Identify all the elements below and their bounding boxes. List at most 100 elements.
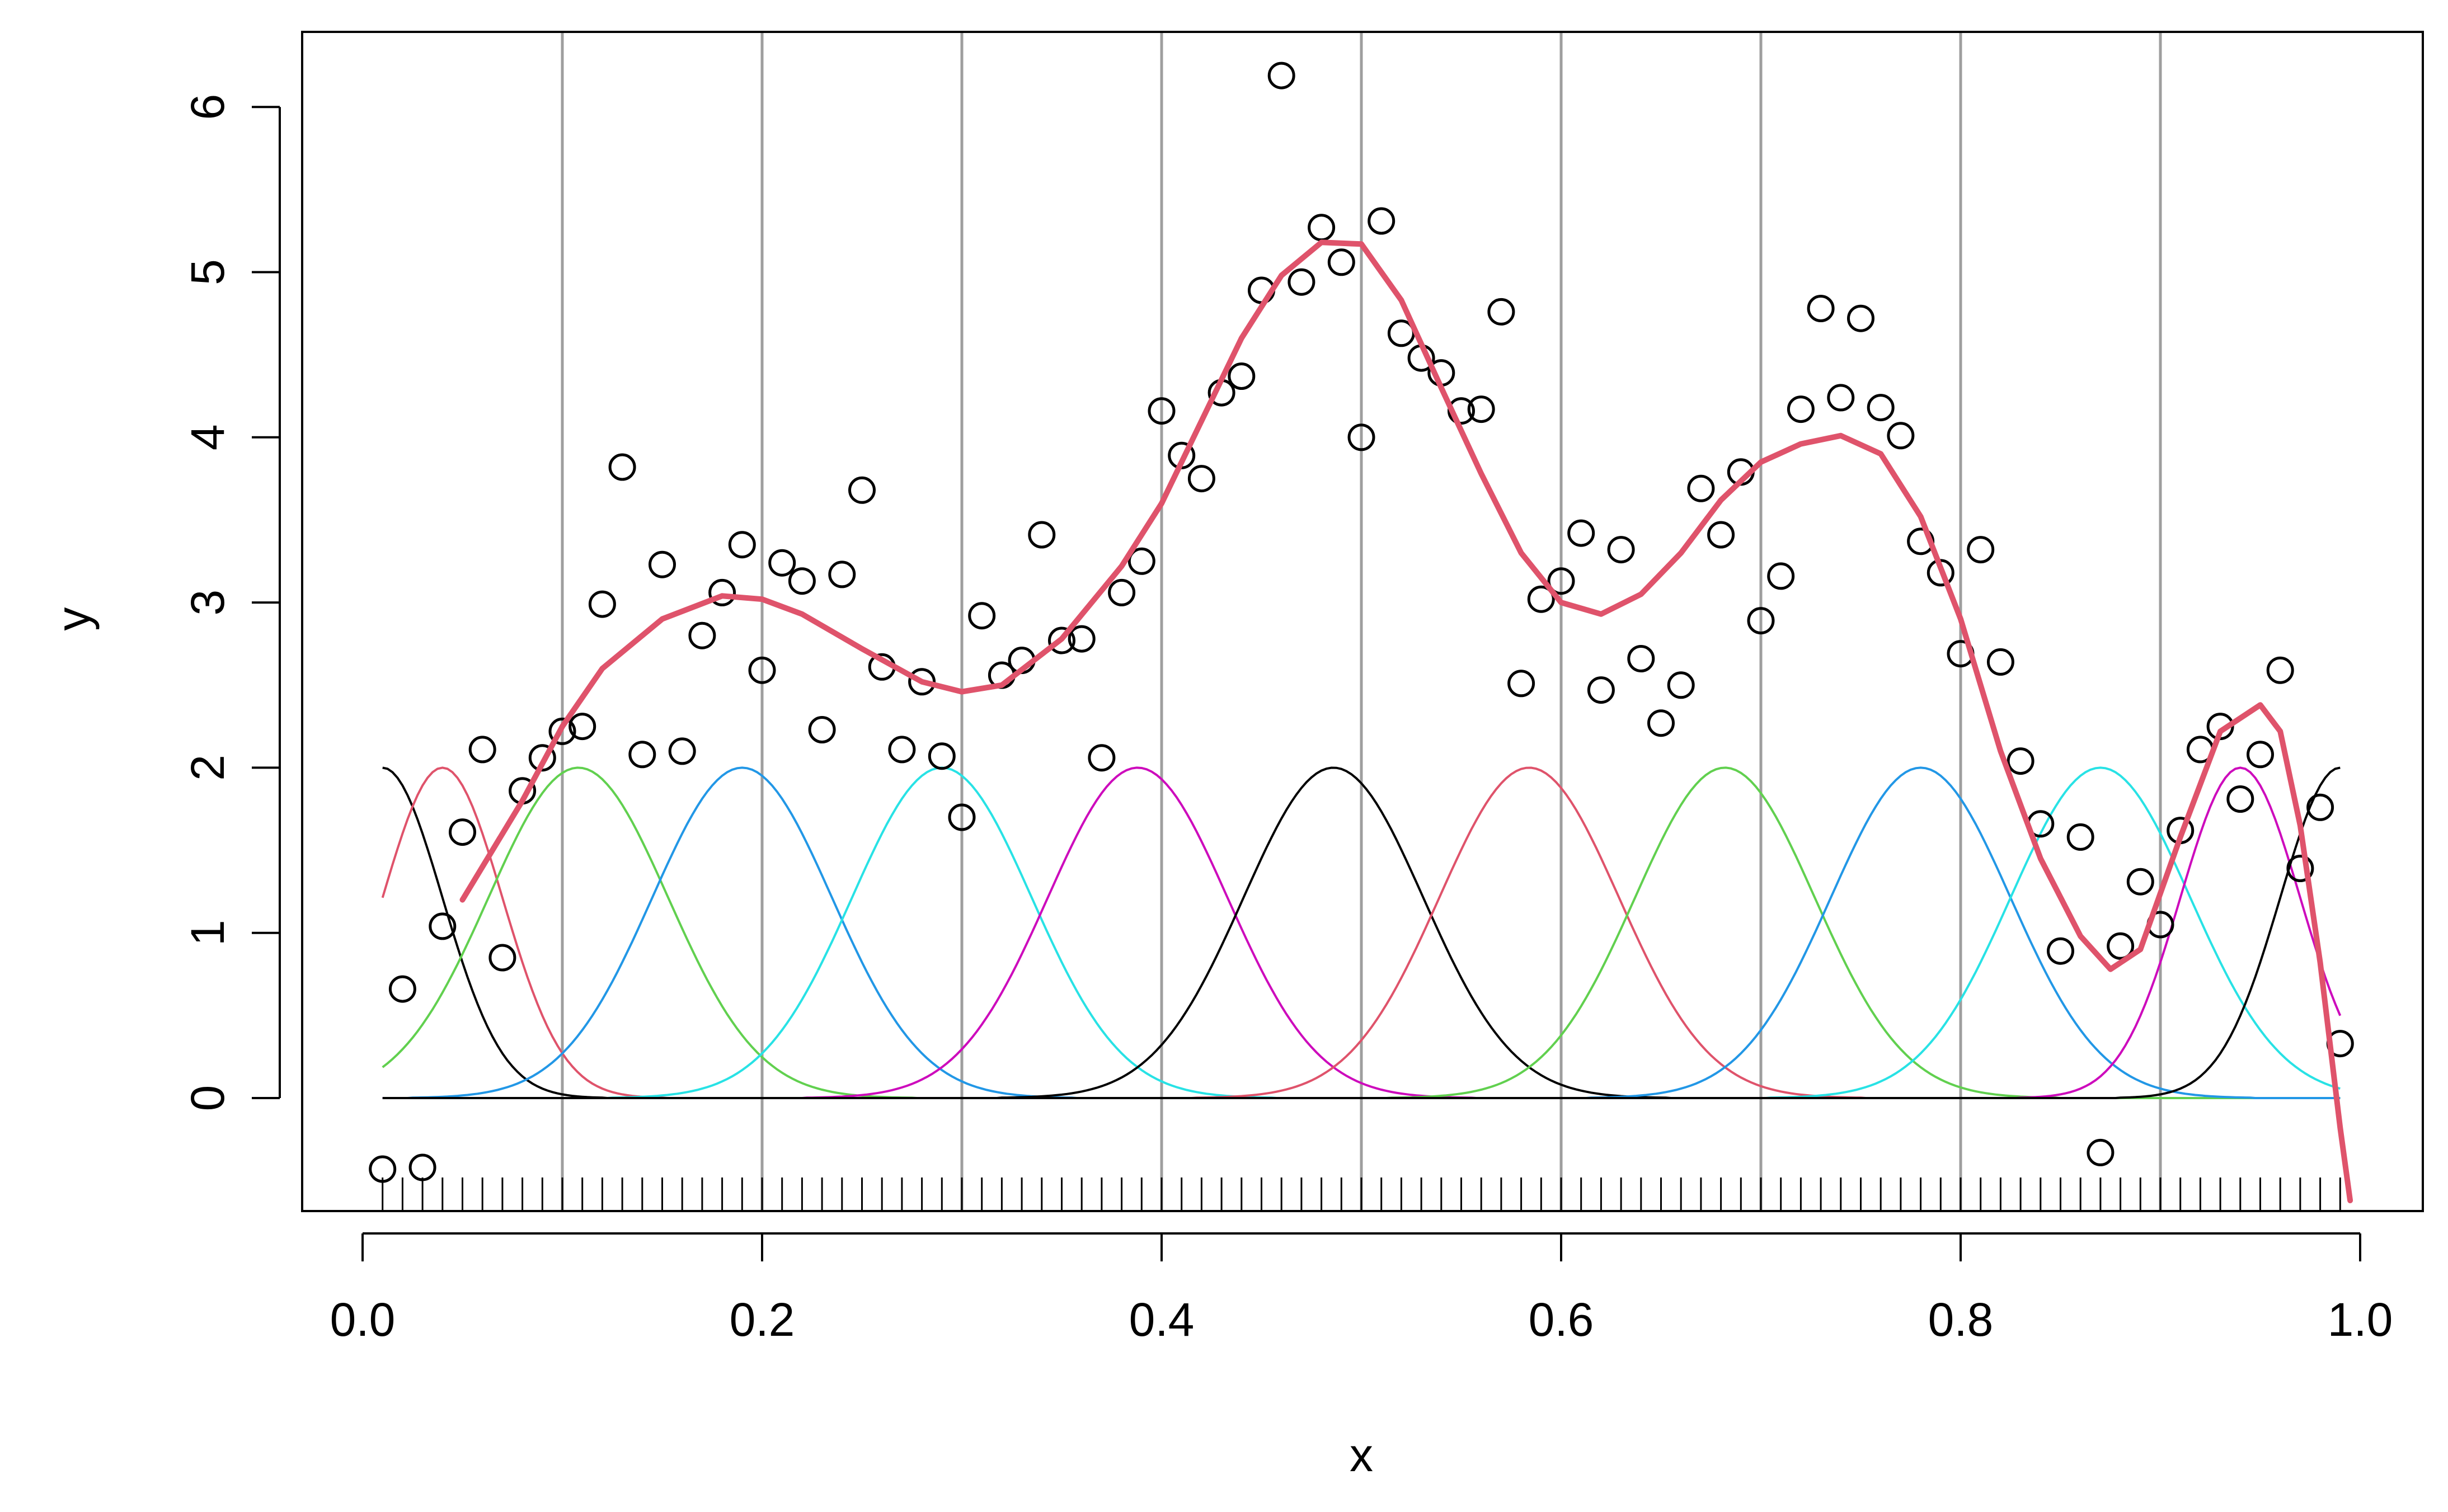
data-point [2047, 937, 2074, 965]
data-point [908, 668, 936, 696]
data-point [2107, 932, 2135, 960]
data-point [848, 476, 876, 504]
data-point [708, 578, 736, 606]
data-point [1068, 625, 1096, 653]
data-point [2286, 855, 2314, 882]
plot-frame [301, 31, 2424, 1212]
data-point [468, 736, 496, 764]
data-point [788, 567, 816, 595]
basis-functions [381, 766, 2342, 1099]
data-point [449, 818, 476, 846]
y-tick-label: 2 [181, 755, 234, 781]
y-tick-label: 3 [181, 590, 234, 616]
data-point [2087, 1138, 2115, 1166]
data-point [2306, 793, 2334, 821]
data-point [828, 560, 856, 588]
data-point [1967, 536, 1995, 564]
data-point [688, 621, 716, 649]
data-point [1448, 397, 1475, 425]
x-axis: 0.0 0.2 0.4 0.6 0.8 1.0 [330, 1232, 2393, 1346]
data-point [408, 1153, 436, 1181]
data-point [1567, 519, 1595, 547]
x-axis-label: x [1350, 1429, 1373, 1481]
x-tick-label: 1.0 [2328, 1293, 2393, 1346]
data-point [588, 590, 616, 618]
data-point [1767, 562, 1795, 590]
basis-curve [382, 766, 2341, 1099]
fitted-curve [459, 239, 2353, 1204]
data-point [649, 550, 676, 578]
data-point [429, 912, 457, 940]
y-tick-label: 5 [181, 259, 234, 285]
data-point [1986, 648, 2014, 676]
data-point [369, 1155, 397, 1183]
data-point [1288, 268, 1315, 296]
data-point [1148, 397, 1176, 425]
data-point [2247, 741, 2274, 769]
x-tick-label: 0.2 [730, 1293, 795, 1346]
data-point [948, 803, 976, 831]
data-point [768, 549, 796, 577]
data-point [488, 944, 516, 972]
data-point [748, 656, 776, 684]
x-tick-label: 0.0 [330, 1293, 396, 1346]
data-point [1028, 521, 1056, 549]
y-axis: 0 1 2 3 4 5 6 [181, 94, 281, 1111]
data-point [2266, 656, 2294, 684]
y-tick-label: 1 [181, 920, 234, 946]
y-tick-label: 0 [181, 1085, 234, 1111]
data-point [528, 744, 556, 772]
data-point [668, 737, 696, 765]
data-point [1048, 627, 1075, 654]
data-point [1607, 536, 1635, 564]
data-point [1787, 395, 1815, 423]
data-point [1127, 547, 1155, 575]
data-point [1667, 671, 1695, 699]
data-point [728, 531, 756, 559]
data-point [808, 716, 836, 743]
data-point [628, 741, 656, 769]
data-point [968, 602, 996, 630]
data-point [1807, 295, 1835, 322]
data-point [1647, 709, 1675, 737]
data-point [1327, 248, 1355, 276]
data-point [2066, 823, 2094, 851]
knot-grid-lines [561, 32, 2162, 1211]
y-tick-label: 4 [181, 424, 234, 450]
data-point [568, 713, 596, 741]
data-point [1187, 465, 1215, 493]
data-point [1587, 676, 1615, 704]
data-point [1827, 384, 1855, 412]
data-point [1368, 207, 1395, 235]
y-tick-label: 6 [181, 94, 234, 120]
data-point [1467, 395, 1495, 423]
data-point [1267, 62, 1295, 90]
data-point [2126, 868, 2154, 896]
data-point [1527, 585, 1555, 613]
y-axis-label: y [47, 607, 100, 631]
data-point [1867, 394, 1895, 422]
data-point [1747, 607, 1775, 635]
rug-ticks [382, 1177, 2341, 1211]
data-point [1687, 474, 1715, 502]
data-point [388, 975, 416, 1003]
data-point [548, 717, 576, 745]
data-point [1707, 521, 1735, 549]
x-tick-label: 0.4 [1129, 1293, 1195, 1346]
data-point [608, 453, 636, 481]
data-point [2007, 747, 2034, 775]
data-point [1347, 423, 1375, 451]
data-point [1507, 670, 1535, 698]
data-point [888, 736, 916, 764]
data-point [1887, 422, 1915, 450]
data-point [1547, 567, 1575, 595]
data-point [1228, 362, 1256, 390]
data-point [1108, 578, 1136, 606]
data-point [1847, 304, 1874, 332]
data-point [928, 742, 956, 770]
data-point [2226, 785, 2254, 813]
fitted-curve-layer [459, 239, 2353, 1204]
data-point [1088, 744, 1116, 772]
data-point [1487, 298, 1515, 326]
